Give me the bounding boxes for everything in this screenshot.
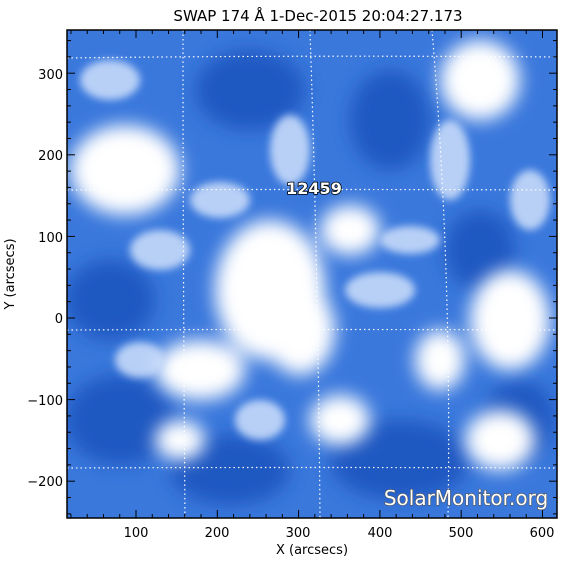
x-tick-labels: 100 200 300 400 500 600: [124, 526, 555, 541]
y-tick-label: −200: [27, 475, 63, 490]
x-tick-label: 600: [530, 526, 555, 541]
active-region-label: 12459: [286, 179, 342, 198]
x-tick-label: 200: [205, 526, 230, 541]
y-tick-label: 200: [38, 149, 63, 164]
axis-ticks: [67, 30, 557, 518]
x-tick-label: 400: [368, 526, 393, 541]
image-title: SWAP 174 Å 1-Dec-2015 20:04:27.173: [173, 6, 462, 25]
x-tick-label: 500: [449, 526, 474, 541]
y-tick-label: 300: [38, 68, 63, 83]
y-axis-label: Y (arcsecs): [3, 238, 18, 310]
y-tick-label: 100: [38, 231, 63, 246]
x-tick-label: 100: [124, 526, 149, 541]
y-tick-label: 0: [55, 312, 63, 327]
y-tick-label: −100: [27, 394, 63, 409]
solar-image: [67, 30, 557, 518]
x-axis-label: X (arcsecs): [276, 543, 348, 558]
x-tick-label: 300: [286, 526, 311, 541]
coordinate-grid: [67, 30, 557, 518]
plot-frame: [66, 29, 558, 519]
watermark-logo: SolarMonitor.org: [384, 486, 548, 510]
y-tick-labels: 300 200 100 0 −100 −200: [27, 68, 63, 490]
